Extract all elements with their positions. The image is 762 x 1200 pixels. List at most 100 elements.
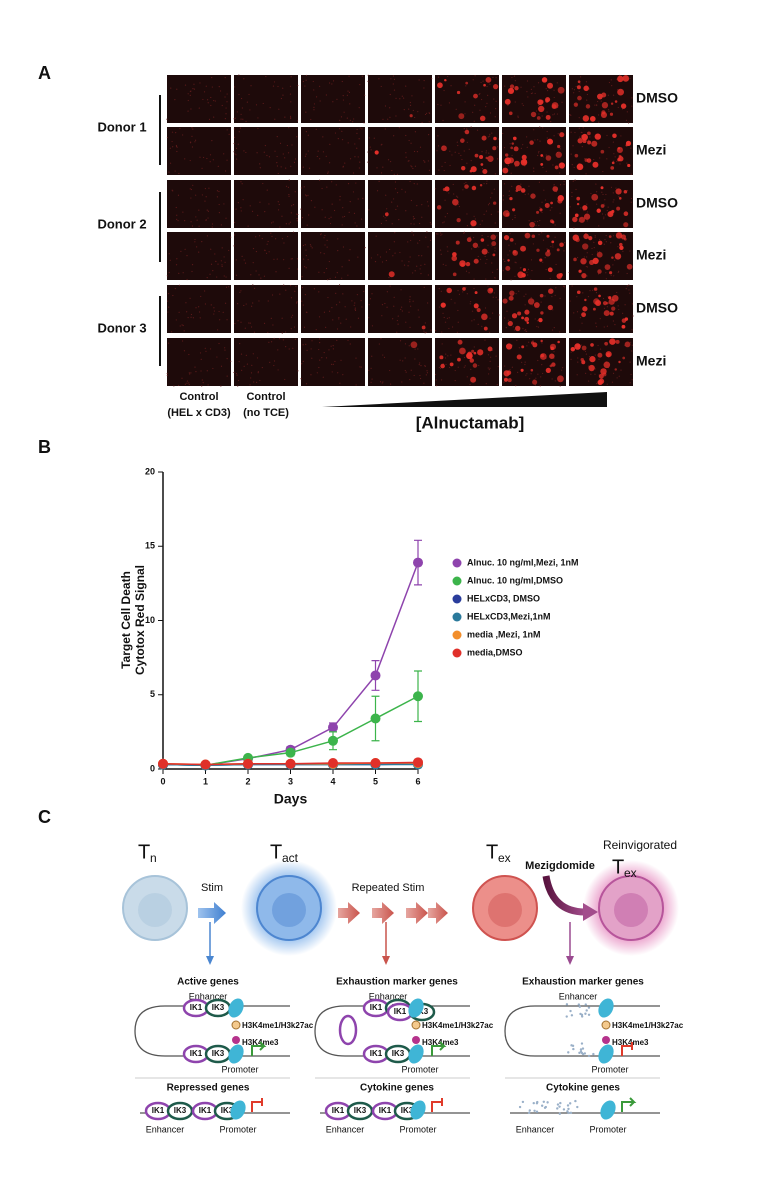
background-speck [354, 302, 356, 304]
background-speck [386, 208, 388, 210]
red-cell [623, 211, 629, 216]
background-speck [469, 301, 472, 303]
background-speck [382, 215, 385, 217]
background-speck [180, 250, 182, 252]
background-speck [440, 290, 442, 292]
background-speck [220, 260, 222, 262]
background-speck [348, 259, 350, 262]
background-speck [487, 204, 490, 206]
background-speck [339, 119, 341, 121]
background-speck [245, 354, 247, 356]
background-speck [583, 256, 585, 258]
background-speck [613, 199, 615, 201]
background-speck [210, 248, 212, 250]
background-speck [590, 192, 592, 195]
red-cell [591, 193, 599, 201]
background-speck [167, 300, 169, 302]
background-speck [357, 198, 359, 200]
background-speck [188, 382, 190, 384]
background-speck [445, 363, 447, 366]
red-cell [551, 362, 556, 367]
background-speck [477, 323, 479, 325]
background-speck [370, 257, 373, 259]
background-speck [203, 91, 206, 93]
background-speck [429, 222, 431, 224]
background-speck [426, 372, 429, 374]
background-speck [485, 152, 487, 154]
background-speck [185, 302, 187, 304]
background-speck [268, 203, 270, 205]
column-label: Control [246, 391, 285, 403]
legend-label: Alnuc. 10 ng/ml,Mezi, 1nM [467, 557, 579, 567]
red-cell [502, 167, 509, 174]
background-speck [625, 288, 627, 290]
background-speck [585, 173, 587, 175]
background-speck [356, 225, 358, 227]
background-speck [341, 277, 343, 279]
background-speck [264, 249, 266, 252]
degraded-protein [546, 1101, 549, 1104]
background-speck [405, 134, 407, 137]
background-speck [370, 381, 372, 383]
background-speck [412, 216, 415, 218]
background-speck [389, 285, 391, 287]
background-speck [414, 131, 417, 133]
background-speck [596, 251, 599, 253]
background-speck [485, 210, 488, 212]
background-speck [396, 205, 399, 207]
background-speck [631, 97, 633, 99]
background-speck [465, 85, 467, 87]
background-speck [488, 251, 490, 254]
background-speck [273, 337, 275, 340]
background-speck [290, 76, 292, 78]
background-speck [528, 341, 530, 343]
background-speck [354, 308, 356, 311]
background-speck [541, 211, 543, 214]
background-speck [190, 197, 192, 199]
red-cell [551, 240, 555, 244]
degraded-protein [521, 1100, 525, 1104]
background-speck [454, 369, 456, 372]
cell [472, 875, 538, 941]
background-speck [302, 344, 304, 346]
background-speck [380, 172, 383, 174]
background-speck [559, 297, 561, 299]
background-speck [287, 152, 290, 154]
background-speck [473, 287, 475, 290]
background-speck [497, 299, 499, 301]
background-speck [193, 83, 195, 85]
background-speck [332, 319, 334, 321]
background-speck [469, 236, 471, 238]
cell [256, 875, 322, 941]
red-cell [583, 85, 589, 92]
background-speck [631, 379, 633, 381]
background-speck [535, 110, 538, 112]
background-speck [571, 195, 573, 198]
background-speck [399, 340, 402, 342]
background-speck [421, 255, 423, 257]
background-speck [410, 305, 412, 307]
micrograph-tile [368, 180, 432, 228]
background-speck [257, 371, 259, 373]
background-speck [342, 293, 344, 295]
background-speck [630, 341, 632, 343]
background-speck [427, 274, 429, 276]
background-speck [514, 80, 516, 82]
background-speck [530, 88, 532, 90]
background-speck [514, 214, 516, 217]
histone-label: H3K4me1/H3k27ac [422, 1021, 494, 1030]
background-speck [535, 224, 537, 226]
data-point [413, 757, 423, 768]
background-speck [599, 348, 602, 350]
red-cell [577, 344, 581, 348]
background-speck [605, 272, 607, 274]
background-speck [262, 102, 264, 105]
background-speck [449, 150, 451, 152]
background-speck [401, 310, 403, 312]
red-cell [623, 189, 628, 194]
background-speck [573, 166, 575, 169]
background-speck [338, 316, 340, 319]
background-speck [189, 142, 192, 144]
background-speck [200, 295, 202, 298]
background-speck [413, 223, 415, 225]
